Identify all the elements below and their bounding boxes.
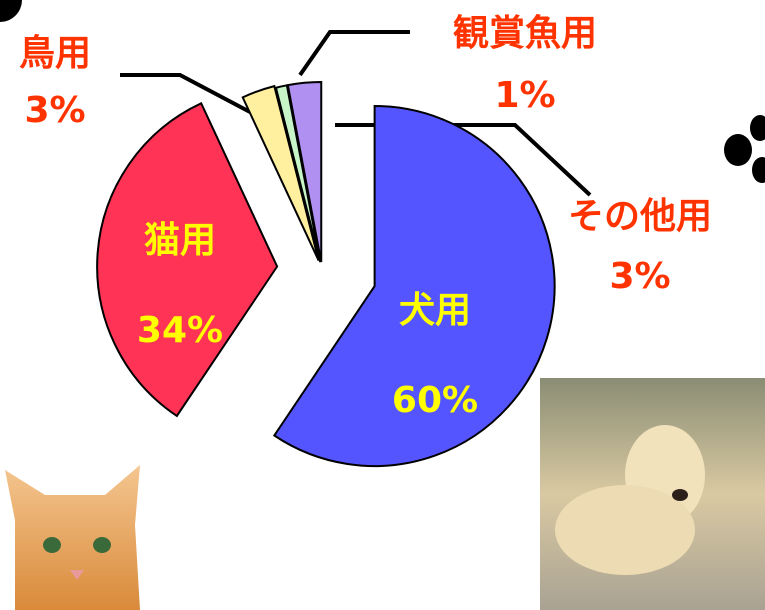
slice-value-label: 1% [494, 75, 555, 116]
slice-category-label: 犬用 [399, 290, 471, 331]
dog-photo [540, 378, 765, 610]
slice-category-label: 鳥用 [19, 33, 91, 74]
chart: 犬用 60% 猫用 34% 鳥用 3% 観賞魚用 1% その他用 3% [0, 0, 765, 610]
slice-category-label: 観賞魚用 [453, 13, 597, 54]
slice-value-label: 3% [24, 90, 85, 131]
slice-value-label: 60% [392, 380, 478, 421]
slice-category-label: その他用 [568, 196, 712, 237]
slice-value-label: 34% [137, 310, 223, 351]
slice-category-label: 猫用 [144, 220, 216, 261]
slice-value-label: 3% [609, 256, 670, 297]
paw-print [724, 115, 765, 183]
cat-photo [0, 455, 150, 610]
decoration-blob [0, 0, 22, 22]
